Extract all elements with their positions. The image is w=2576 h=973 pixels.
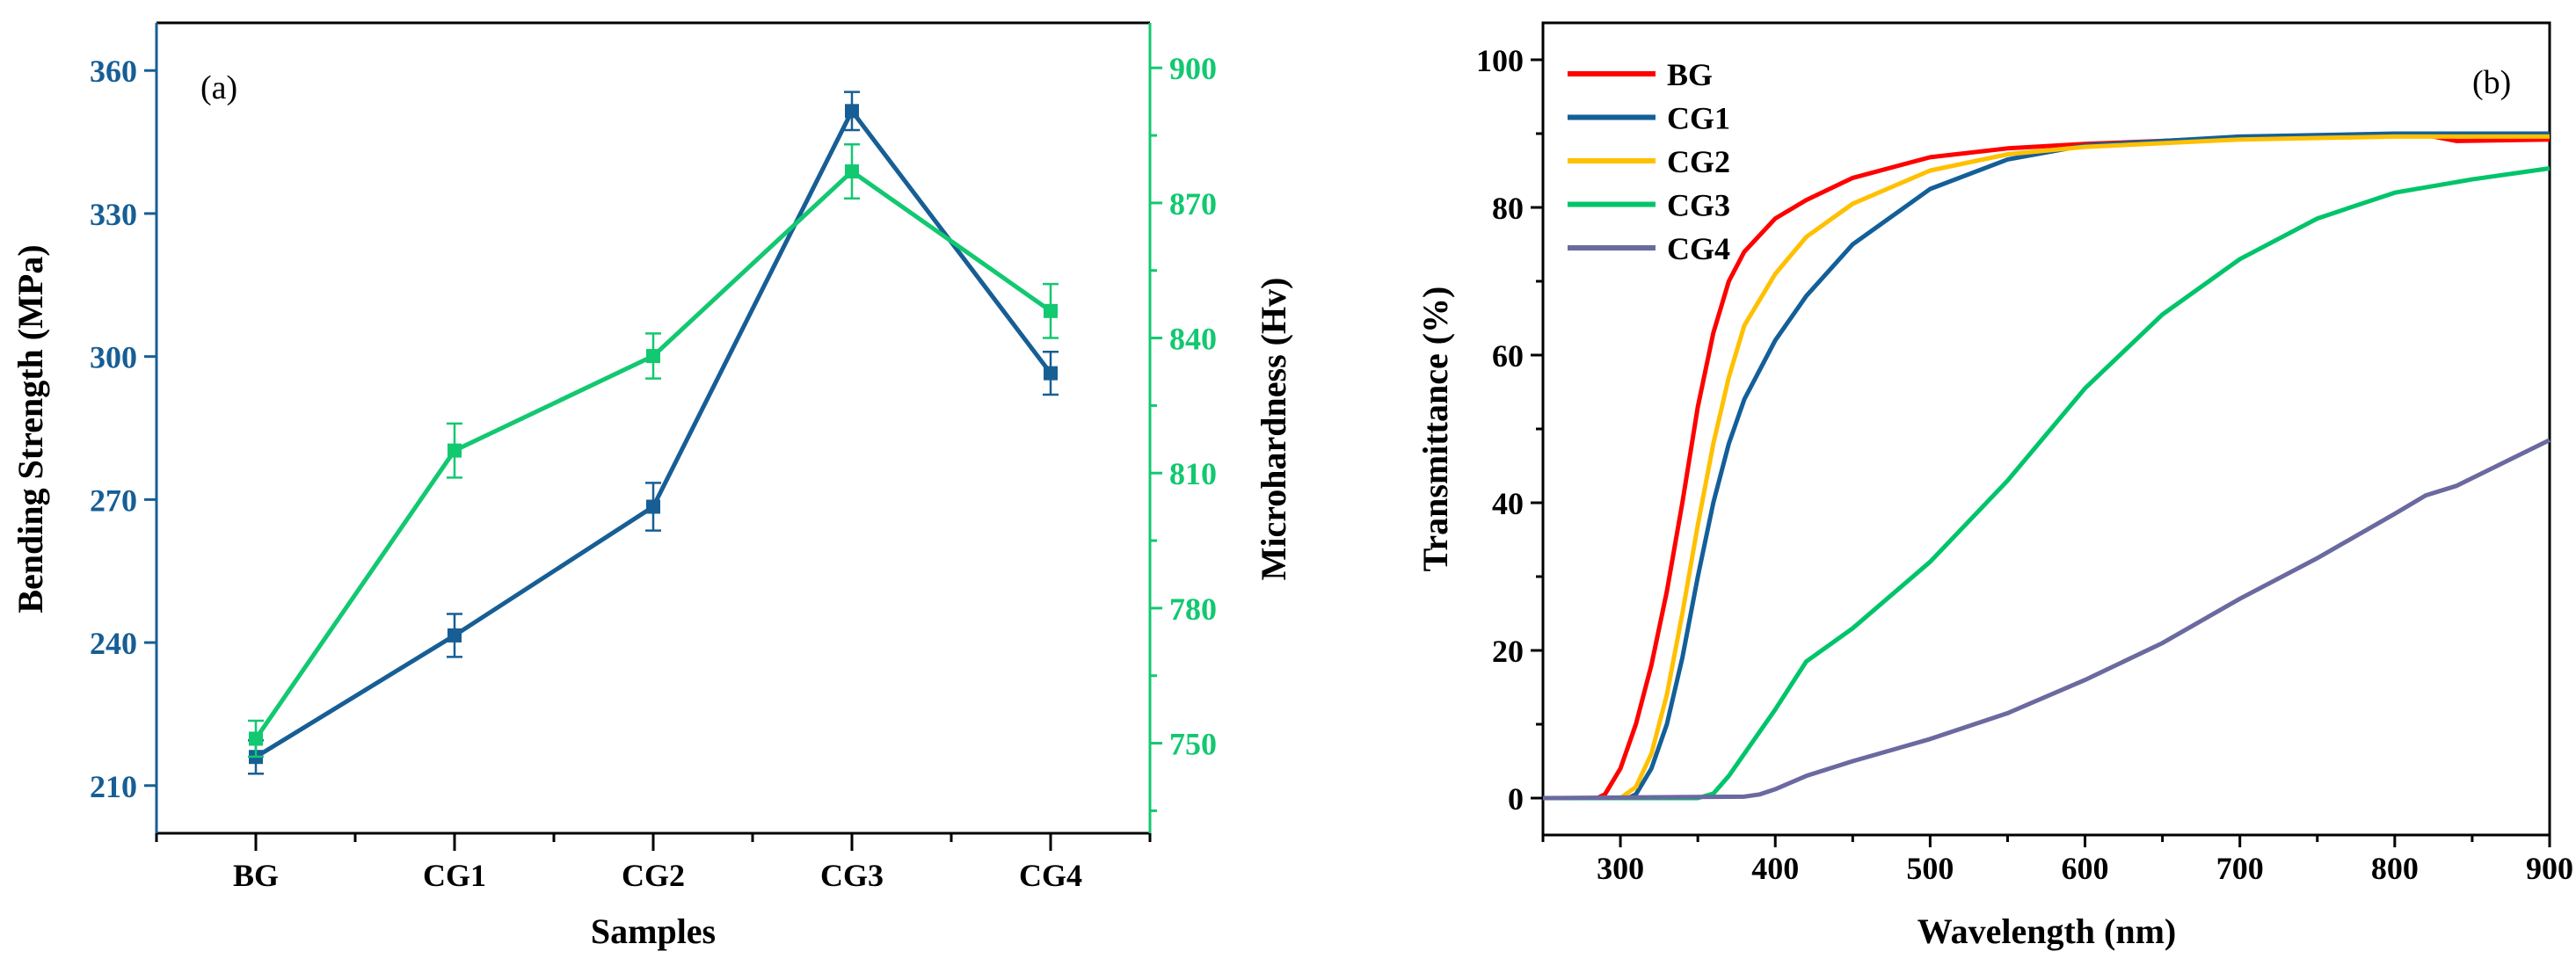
left-y-tick-label: 330 xyxy=(90,197,137,232)
right-y-tick-label: 900 xyxy=(1169,51,1217,86)
x-tick-label: 800 xyxy=(2371,851,2419,886)
left-y-tick-label: 210 xyxy=(90,769,137,804)
left-y-tick-label: 300 xyxy=(90,340,137,375)
series-line-cg4 xyxy=(1542,438,2551,801)
data-point-marker xyxy=(1044,303,1058,318)
data-point-marker xyxy=(845,104,859,119)
x-tick-label: 300 xyxy=(1597,851,1644,886)
x-axis-title: Wavelength (nm) xyxy=(1917,911,2176,951)
left-y-tick-label: 270 xyxy=(90,483,137,518)
legend-item-cg2: CG2 xyxy=(1568,144,1730,179)
series-line xyxy=(254,108,1052,759)
data-point-marker xyxy=(448,628,462,643)
left-y-axis-title: Bending Strength (MPa) xyxy=(11,244,50,613)
right-y-tick-label: 750 xyxy=(1169,727,1217,762)
data-point-marker xyxy=(646,499,660,514)
right-y-tick-label: 870 xyxy=(1169,186,1217,221)
right-y-tick-label: 780 xyxy=(1169,592,1217,627)
y-tick-label: 40 xyxy=(1492,486,1524,521)
data-point-marker xyxy=(249,731,263,746)
data-point-marker xyxy=(845,164,859,179)
legend-label: CG2 xyxy=(1667,144,1730,179)
x-tick-label: 900 xyxy=(2526,851,2573,886)
panel-a-bending-microhardness-chart: (a) Samples Bending Strength (MPa) Micro… xyxy=(11,21,1293,951)
legend-item-bg: BG xyxy=(1568,57,1713,92)
y-tick-label: 60 xyxy=(1492,338,1524,374)
series-line-cg2 xyxy=(1543,134,2550,801)
series-bending-strength xyxy=(248,91,1059,775)
x-tick-label: 500 xyxy=(1906,851,1954,886)
panel-b-transmittance-chart: (b) Wavelength (nm) Transmittance (%) 30… xyxy=(1415,21,2573,951)
legend-item-cg3: CG3 xyxy=(1568,188,1730,223)
right-y-axis-title: Microhardness (Hv) xyxy=(1254,278,1293,581)
data-point-marker xyxy=(448,443,462,458)
left-y-tick-label: 360 xyxy=(90,54,137,89)
y-axis-title: Transmittance (%) xyxy=(1415,287,1455,572)
series-line-cg3 xyxy=(1543,166,2551,801)
x-tick-label: 600 xyxy=(2062,851,2109,886)
x-tick-label: CG3 xyxy=(820,858,884,893)
legend-label: CG4 xyxy=(1667,231,1730,266)
x-tick-label: 700 xyxy=(2216,851,2264,886)
x-tick-label: BG xyxy=(233,858,279,893)
x-axis-title: Samples xyxy=(591,911,716,951)
y-tick-label: 80 xyxy=(1492,191,1524,226)
series-microhardness xyxy=(248,143,1059,759)
legend-label: BG xyxy=(1667,57,1713,92)
legend: BG CG1 CG2 CG3 CG4 xyxy=(1568,57,1730,266)
data-point-marker xyxy=(646,349,660,364)
panel-label-b: (b) xyxy=(2472,64,2511,101)
x-tick-label: 400 xyxy=(1751,851,1799,886)
panel-label-a: (a) xyxy=(200,69,237,106)
data-point-marker xyxy=(1044,366,1058,381)
right-y-tick-label: 840 xyxy=(1169,322,1217,357)
right-y-tick-label: 810 xyxy=(1169,456,1217,491)
series-line xyxy=(253,169,1052,740)
legend-label: CG3 xyxy=(1667,188,1730,223)
y-tick-label: 0 xyxy=(1508,781,1524,817)
legend-item-cg4: CG4 xyxy=(1568,231,1730,266)
x-tick-label: CG4 xyxy=(1019,858,1082,893)
y-tick-label: 20 xyxy=(1492,634,1524,669)
legend-label: CG1 xyxy=(1667,101,1730,136)
left-y-tick-label: 240 xyxy=(90,626,137,661)
x-tick-label: CG2 xyxy=(622,858,685,893)
legend-item-cg1: CG1 xyxy=(1568,101,1730,136)
y-tick-label: 100 xyxy=(1476,43,1524,78)
x-tick-label: CG1 xyxy=(423,858,486,893)
